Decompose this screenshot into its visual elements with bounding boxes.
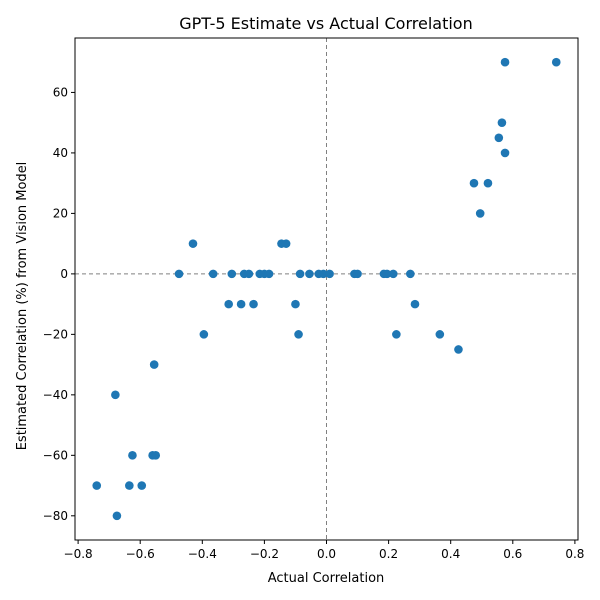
y-tick-label: 20 <box>53 206 68 220</box>
x-tick-label: 0.0 <box>317 547 336 561</box>
data-point <box>291 299 300 309</box>
data-point <box>483 178 493 188</box>
data-point <box>494 133 504 143</box>
data-point <box>392 330 401 339</box>
x-axis-label: Actual Correlation <box>268 571 385 586</box>
data-point <box>128 451 137 460</box>
chart-title: GPT-5 Estimate vs Actual Correlation <box>179 14 472 33</box>
y-tick-label: 60 <box>53 85 68 99</box>
x-tick-label: 0.6 <box>503 547 522 561</box>
data-point <box>500 57 510 67</box>
y-tick-label: −20 <box>43 327 68 341</box>
data-point <box>151 451 161 460</box>
data-point <box>406 269 415 279</box>
data-point <box>435 330 445 339</box>
data-point <box>475 209 485 218</box>
x-tick-label: −0.2 <box>250 547 279 561</box>
data-point <box>112 511 122 521</box>
data-point <box>497 118 507 127</box>
data-point <box>325 269 334 279</box>
data-point <box>295 269 305 279</box>
data-point <box>208 269 218 279</box>
data-point <box>264 269 274 279</box>
data-point <box>319 269 328 279</box>
x-tick-label: −0.4 <box>188 547 217 561</box>
data-point <box>227 269 237 279</box>
data-point <box>353 269 362 279</box>
y-tick-label: 40 <box>53 146 68 160</box>
data-point <box>454 345 463 354</box>
x-tick-label: 0.2 <box>379 547 398 561</box>
data-point <box>500 148 510 158</box>
data-point <box>249 299 258 309</box>
data-point <box>137 481 147 490</box>
y-axis-label: Estimated Correlation (%) from Vision Mo… <box>15 162 30 451</box>
x-tick-label: 0.4 <box>441 547 460 561</box>
data-point <box>236 299 246 309</box>
plot-area: −0.8 −0.6 −0.4 −0.2 0.0 0.2 0.4 0.6 0.8 −80 −60 −40… <box>43 37 584 561</box>
data-point <box>149 360 159 369</box>
data-point <box>382 269 392 279</box>
data-point <box>410 299 420 309</box>
data-point <box>469 178 479 188</box>
data-point <box>174 269 184 279</box>
y-tick-label: −80 <box>43 509 68 523</box>
x-tick-label: −0.6 <box>126 547 155 561</box>
data-point <box>224 299 233 309</box>
x-tick-label: −0.8 <box>64 547 93 561</box>
data-point <box>111 390 120 400</box>
data-point <box>92 481 102 490</box>
data-point <box>199 330 209 339</box>
y-tick-label: −60 <box>43 448 68 462</box>
data-point <box>294 330 303 339</box>
data-point <box>188 239 198 248</box>
data-point <box>388 269 398 279</box>
data-point <box>244 269 254 279</box>
data-point <box>125 481 134 490</box>
x-tick-label: 0.8 <box>565 547 584 561</box>
data-point <box>551 57 561 67</box>
data-point <box>281 239 291 248</box>
data-point <box>305 269 314 279</box>
y-tick-label: −40 <box>43 388 68 402</box>
y-tick-label: 0 <box>60 267 68 281</box>
